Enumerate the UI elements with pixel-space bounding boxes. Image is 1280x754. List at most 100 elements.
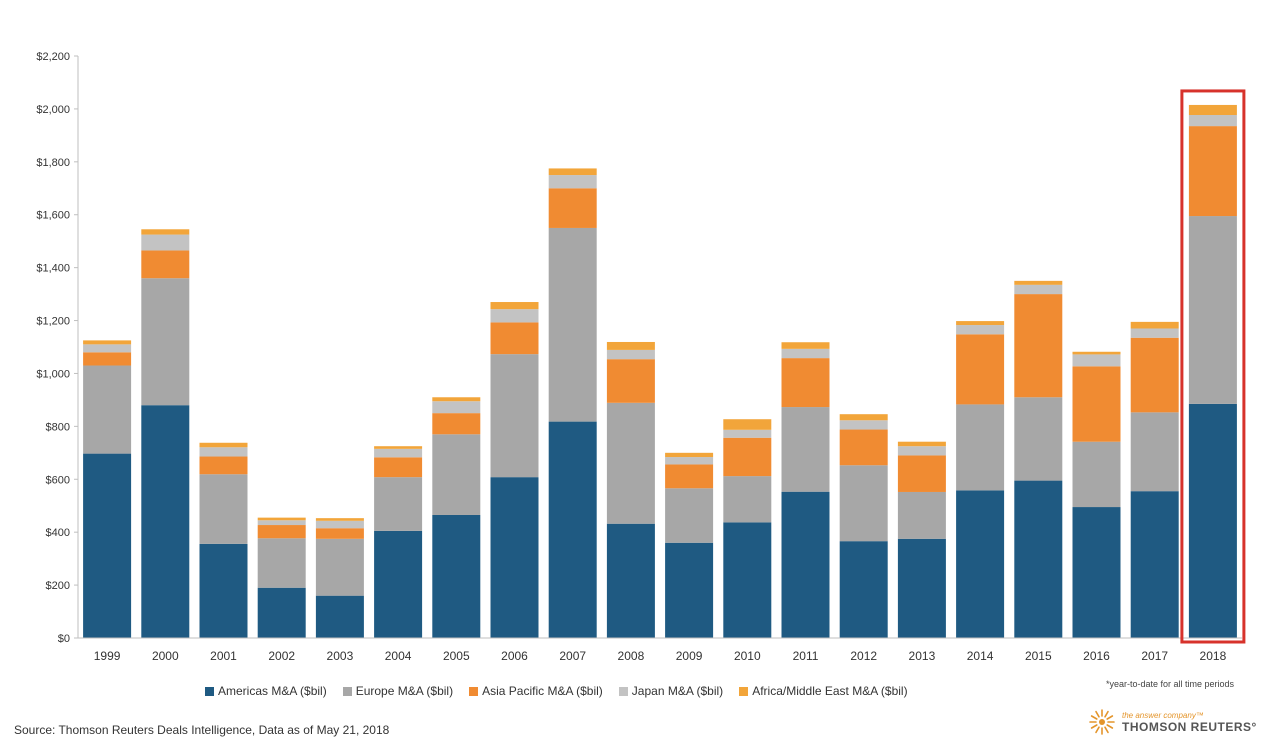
bar-segment [606, 523, 655, 638]
legend-item: Asia Pacific M&A ($bil) [469, 684, 603, 698]
bar-segment [1072, 507, 1121, 638]
bar-segment [374, 530, 423, 638]
bar-segment [1130, 412, 1179, 492]
legend-swatch [342, 686, 352, 696]
bar-segment [1130, 337, 1179, 413]
bar-segment [606, 341, 655, 350]
bar-segment [665, 542, 714, 638]
bar-segment [199, 543, 248, 638]
logo-ray [1104, 726, 1109, 734]
bar-segment [374, 448, 423, 458]
bar-segment [548, 188, 597, 228]
bar-segment [1188, 403, 1237, 638]
bar-segment [956, 334, 1005, 405]
y-tick-label: $1,600 [36, 210, 70, 222]
bar-segment [199, 456, 248, 475]
bar-segment [897, 446, 946, 456]
x-tick-label: 2018 [1200, 649, 1227, 663]
bar-segment [257, 587, 306, 638]
x-tick-label: 2017 [1141, 649, 1168, 663]
logo-brand: THOMSON REUTERS° [1122, 719, 1257, 734]
y-tick-label: $400 [46, 527, 70, 539]
bar-segment [839, 420, 888, 430]
bar-segment [490, 477, 539, 638]
x-tick-label: 2006 [501, 649, 528, 663]
bar-segment [315, 518, 364, 521]
bar-segment [1014, 280, 1063, 285]
y-tick-label: $1,400 [36, 263, 70, 275]
x-tick-label: 2003 [327, 649, 354, 663]
bar-segment [315, 538, 364, 596]
bar-segment [665, 452, 714, 458]
logo-ray [1106, 724, 1114, 729]
bar-segment [141, 278, 190, 406]
bar-segment [897, 455, 946, 492]
bar-segment [490, 302, 539, 310]
bar-segment [432, 434, 481, 515]
bar-segment [141, 405, 190, 638]
y-tick-label: $0 [58, 633, 70, 645]
legend-item: Japan M&A ($bil) [618, 684, 723, 698]
bar-segment [956, 321, 1005, 326]
bar-segment [83, 340, 132, 345]
bar-segment [141, 250, 190, 279]
x-tick-label: 2013 [909, 649, 936, 663]
thomson-reuters-logo: the answer company™ THOMSON REUTERS° [1088, 708, 1257, 736]
x-tick-label: 2000 [152, 649, 179, 663]
x-tick-label: 2001 [210, 649, 237, 663]
bar-segment [606, 359, 655, 403]
bar-segment [315, 595, 364, 638]
bar-segment [83, 453, 132, 638]
bar-segment [199, 447, 248, 457]
bar-segment [606, 402, 655, 524]
bar-segment [83, 352, 132, 366]
x-tick-label: 2002 [268, 649, 295, 663]
legend-label: Europe M&A ($bil) [355, 684, 454, 698]
y-axis: $0 $200 $400 $600 $800 $1,000 $1,200 $1,400 $1,6… [36, 51, 79, 645]
bar-segment [1188, 104, 1237, 115]
bars-group [83, 104, 1237, 638]
y-tick-label: $1,200 [36, 316, 70, 328]
bar-segment [315, 528, 364, 539]
bar-segment [781, 491, 830, 638]
bar-segment [548, 175, 597, 189]
bar-segment [839, 414, 888, 421]
bar-segment [665, 464, 714, 489]
bar-segment [257, 517, 306, 521]
bar-segment [548, 168, 597, 176]
bar-segment [956, 325, 1005, 335]
bar-segment [490, 354, 539, 478]
bar-segment [781, 348, 830, 359]
bar-segment [956, 404, 1005, 491]
legend-item: Africa/Middle East M&A ($bil) [739, 684, 908, 698]
bar-segment [1072, 366, 1121, 442]
bar-segment [665, 457, 714, 465]
x-tick-label: 2007 [559, 649, 586, 663]
bar-segment [897, 441, 946, 447]
legend-item: Americas M&A ($bil) [205, 684, 327, 698]
bar-segment [839, 465, 888, 542]
bar-segment [1072, 351, 1121, 355]
x-tick-label: 2009 [676, 649, 703, 663]
x-tick-label: 2005 [443, 649, 470, 663]
source-text: Source: Thomson Reuters Deals Intelligen… [14, 723, 390, 737]
bar-segment [432, 514, 481, 638]
bar-segment [1188, 216, 1237, 404]
bar-segment [723, 429, 772, 438]
x-tick-label: 2015 [1025, 649, 1052, 663]
bar-segment [548, 227, 597, 422]
bar-segment [199, 442, 248, 448]
y-tick-label: $200 [46, 580, 70, 592]
logo-sunburst-icon [1089, 709, 1115, 735]
bar-segment [1014, 397, 1063, 481]
bar-segment [1014, 284, 1063, 295]
y-tick-label: $800 [46, 421, 70, 433]
legend-item: Europe M&A ($bil) [342, 684, 454, 698]
legend-label: Africa/Middle East M&A ($bil) [752, 684, 908, 698]
x-axis: 1999 2000 2001 2002 2003 2004 2005 2006 2007 2008… [78, 637, 1242, 663]
bar-segment [257, 520, 306, 526]
bar-segment [257, 538, 306, 588]
x-tick-label: 2012 [850, 649, 877, 663]
bar-segment [839, 541, 888, 638]
